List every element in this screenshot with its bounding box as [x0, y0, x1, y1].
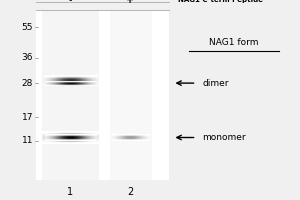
Bar — [110, 10, 152, 180]
Text: 28: 28 — [22, 79, 33, 88]
Text: dimer: dimer — [202, 79, 229, 88]
Text: 17: 17 — [22, 113, 33, 122]
Text: 36: 36 — [22, 53, 33, 62]
Text: 55: 55 — [22, 22, 33, 31]
Bar — [36, 10, 169, 180]
Text: 2: 2 — [128, 187, 134, 197]
Bar — [42, 10, 99, 180]
Text: NAG1 C-term Peptide: NAG1 C-term Peptide — [178, 0, 263, 3]
Text: monomer: monomer — [202, 133, 246, 142]
Text: 11: 11 — [22, 136, 33, 145]
Text: 1: 1 — [68, 187, 74, 197]
Text: -: - — [69, 0, 72, 5]
Text: NAG1 form: NAG1 form — [209, 38, 259, 47]
Text: +: + — [126, 0, 135, 5]
